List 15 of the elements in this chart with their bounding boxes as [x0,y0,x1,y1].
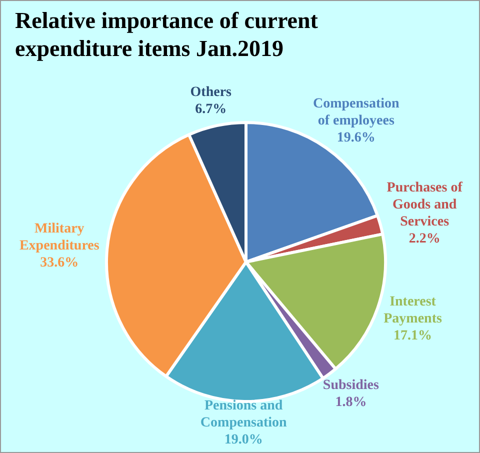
slice-label: Military Expenditures [19,221,100,254]
data-label: 2.2% [408,232,440,247]
slice-label: Interest Payments [384,294,442,327]
slice-label: Others [190,85,232,100]
slice-label: Purchases of Goods and Services [386,180,463,230]
data-label: 19.0% [224,432,263,448]
data-label: 17.1% [394,328,432,344]
data-label: 1.8% [335,394,367,410]
data-label: 33.6% [40,255,79,270]
slice-label: Pensions and Compensation [200,398,287,431]
data-label: 6.7% [195,102,227,118]
chart-title: Relative importance of current expenditure items Jan.2019 [15,7,319,63]
slice-label: Compensation of employees [312,96,400,128]
slice-label: Subsidies [322,378,380,393]
data-label: 19.6% [336,130,376,146]
